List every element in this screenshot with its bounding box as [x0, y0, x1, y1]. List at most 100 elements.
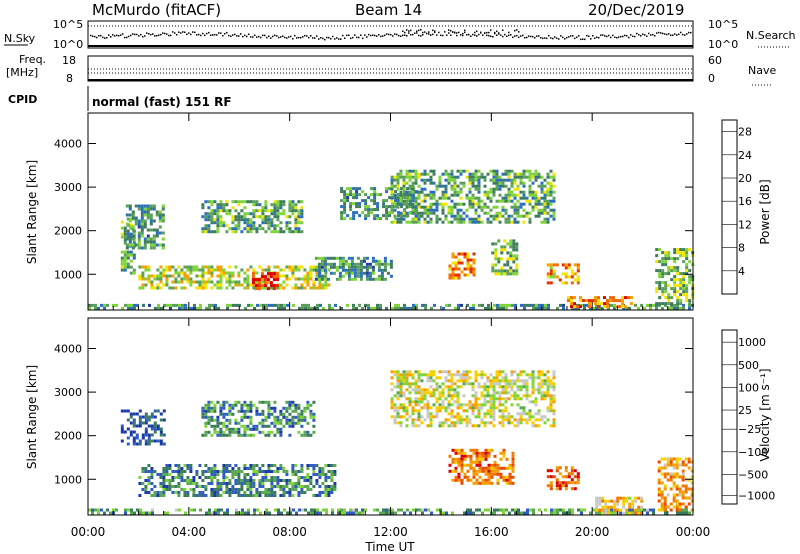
heatmap-cell	[522, 385, 526, 389]
heatmap-cell	[356, 271, 360, 275]
heatmap-cell	[337, 511, 340, 515]
heatmap-cell	[237, 218, 241, 222]
heatmap-cell	[273, 433, 277, 437]
heatmap-cell	[426, 211, 430, 215]
heatmap-cell	[478, 466, 482, 470]
heatmap-cell	[561, 481, 565, 485]
heatmap-cell	[463, 511, 466, 515]
heatmap-cell	[219, 218, 223, 222]
heatmap-cell	[405, 409, 409, 413]
heatmap-cell	[567, 481, 571, 485]
heatmap-cell	[140, 210, 144, 214]
heatmap-cell	[579, 305, 582, 309]
heatmap-cell	[492, 175, 496, 179]
heatmap-cell	[453, 193, 457, 197]
heatmap-cell	[491, 251, 495, 255]
heatmap-cell	[120, 265, 124, 269]
heatmap-cell	[249, 212, 253, 216]
heatmap-cell	[340, 190, 344, 194]
heatmap-cell	[664, 303, 667, 307]
time-tick-label: 20:00	[575, 525, 610, 539]
colorbar-frame	[721, 329, 738, 505]
heatmap-cell	[243, 280, 247, 284]
heatmap-cell	[489, 397, 493, 401]
heatmap-cell	[225, 412, 229, 416]
heatmap-cell	[222, 473, 226, 476]
heatmap-cell	[273, 209, 277, 213]
heatmap-cell	[480, 175, 484, 179]
heatmap-cell	[546, 272, 550, 276]
heatmap-cell	[574, 306, 577, 310]
noise-point	[460, 34, 462, 36]
noise-point	[160, 33, 162, 36]
heatmap-cell	[441, 382, 445, 386]
heatmap-cell	[201, 215, 205, 219]
heatmap-cell	[426, 376, 430, 380]
heatmap-cell	[495, 376, 499, 380]
heatmap-cell	[289, 511, 292, 515]
heatmap-cell	[580, 508, 583, 512]
heatmap-cell	[279, 430, 283, 434]
noise-point	[122, 33, 124, 35]
heatmap-cell	[306, 277, 310, 281]
heatmap-cell	[150, 280, 154, 284]
heatmap-cell	[492, 400, 496, 404]
heatmap-cell	[408, 400, 412, 404]
heatmap-cell	[264, 230, 268, 234]
heatmap-cell	[438, 370, 442, 374]
heatmap-cell	[402, 409, 406, 413]
heatmap-cell	[540, 184, 544, 188]
heatmap-cell	[294, 283, 298, 287]
heatmap-cell	[676, 299, 680, 303]
heatmap-cell	[165, 488, 169, 491]
heatmap-cell	[508, 472, 512, 476]
heatmap-cell	[324, 271, 328, 275]
heatmap-cell	[231, 470, 235, 473]
heatmap-cell	[496, 469, 500, 473]
heatmap-cell	[477, 190, 481, 194]
heatmap-cell	[222, 271, 226, 275]
heatmap-cell	[231, 406, 235, 410]
heatmap-cell	[405, 172, 409, 176]
heatmap-cell	[321, 491, 325, 494]
heatmap-cell	[216, 286, 220, 290]
heatmap-cell	[307, 303, 310, 307]
heatmap-cell	[135, 433, 139, 437]
heatmap-cell	[195, 265, 199, 269]
heatmap-cell	[519, 370, 523, 374]
heatmap-cell	[493, 303, 496, 307]
heatmap-cell	[207, 277, 211, 281]
heatmap-cell	[132, 436, 136, 440]
heatmap-cell	[249, 221, 253, 225]
heatmap-cell	[598, 499, 602, 503]
heatmap-cell	[483, 415, 487, 419]
heatmap-cell	[129, 412, 133, 416]
heatmap-cell	[338, 277, 342, 281]
heatmap-cell	[204, 412, 208, 416]
heatmap-cell	[361, 508, 364, 512]
heatmap-cell	[309, 415, 313, 419]
heatmap-cell	[390, 190, 394, 194]
heatmap-cell	[367, 208, 371, 212]
heatmap-cell	[510, 394, 514, 398]
heatmap-cell	[267, 215, 271, 219]
heatmap-cell	[477, 403, 481, 407]
heatmap-cell	[657, 490, 661, 494]
heatmap-cell	[210, 268, 214, 272]
noise-point	[108, 34, 110, 36]
heatmap-cell	[570, 305, 573, 309]
heatmap-cell	[262, 306, 265, 310]
heatmap-cell	[246, 200, 250, 204]
heatmap-cell	[603, 302, 606, 306]
heatmap-cell	[394, 190, 398, 194]
heatmap-cell	[269, 281, 273, 285]
heatmap-cell	[546, 172, 550, 176]
heatmap-cell	[489, 373, 493, 377]
heatmap-cell	[460, 469, 464, 473]
heatmap-cell	[444, 172, 448, 176]
noise-point	[564, 38, 566, 40]
heatmap-cell	[682, 290, 686, 294]
heatmap-cell	[181, 306, 184, 310]
heatmap-cell	[364, 303, 367, 307]
heatmap-cell	[204, 280, 208, 284]
